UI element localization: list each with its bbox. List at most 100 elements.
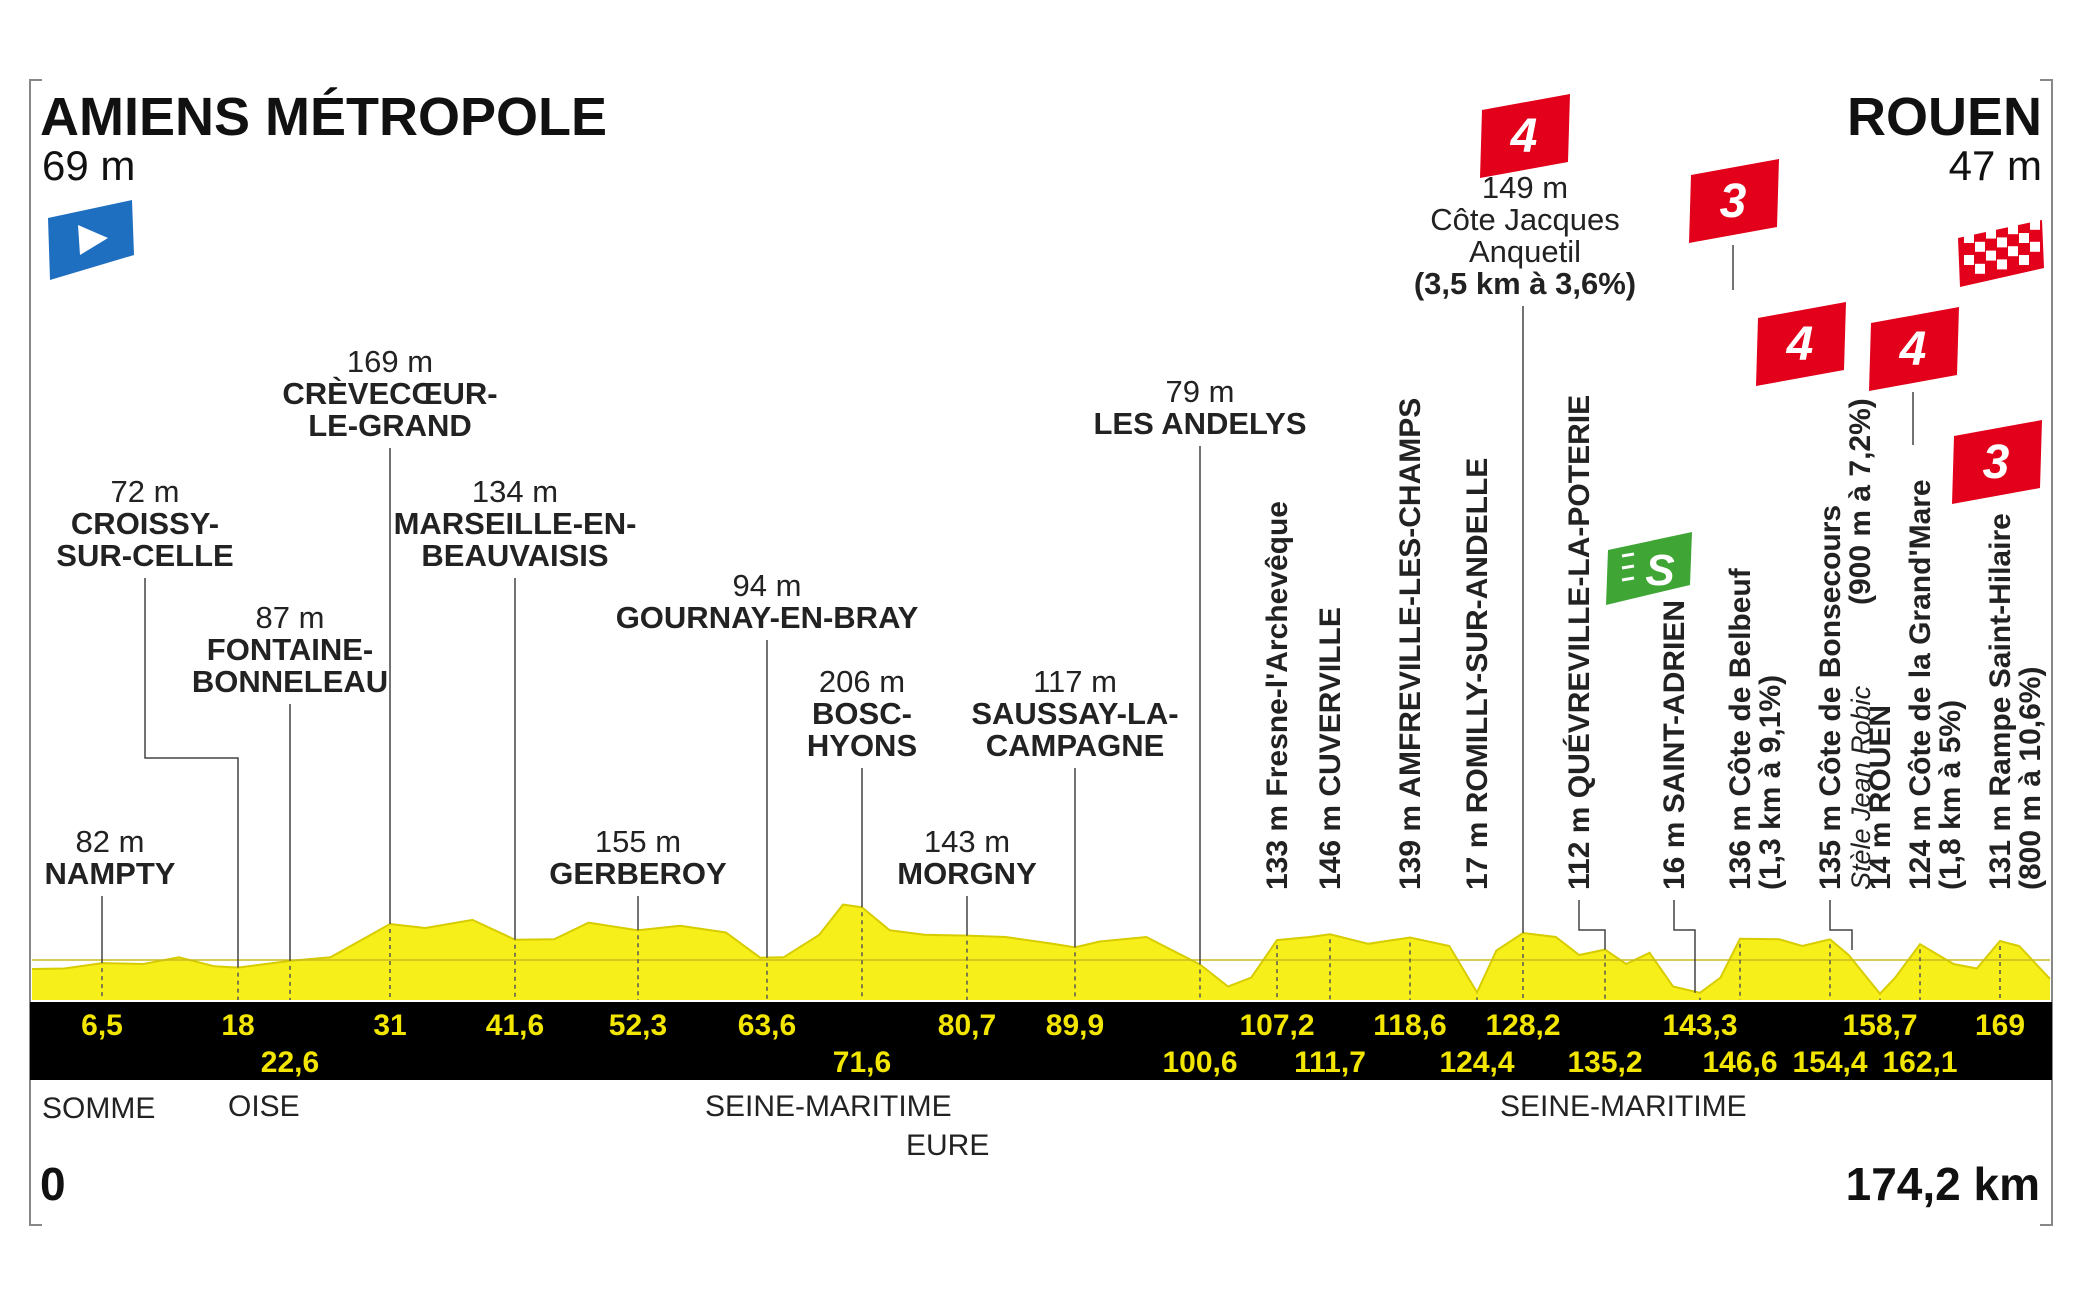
- svg-text:3: 3: [1983, 436, 2010, 489]
- vertical-label: 14 m ROUEN: [1864, 705, 1897, 890]
- point-name: SUR-CELLE: [56, 538, 233, 573]
- point-name: MORGNY: [897, 856, 1037, 891]
- department-somme: SOMME: [42, 1092, 155, 1125]
- km-marker: 154,4: [1792, 1046, 1867, 1079]
- point-name: LE-GRAND: [308, 408, 472, 443]
- vertical-point: 146 m CUVERVILLE: [1314, 607, 1347, 890]
- climb-flag-icon: 4: [1869, 307, 1959, 391]
- svg-text:4: 4: [1510, 110, 1538, 163]
- vertical-point: 14 m ROUEN: [1864, 705, 1897, 890]
- point-name: NAMPTY: [45, 856, 176, 891]
- vertical-label: 136 m Côte de Belbeuf: [1724, 567, 1757, 890]
- km-marker: 71,6: [833, 1046, 891, 1079]
- vertical-label: 133 m Fresne-l'Archevêque: [1261, 501, 1294, 890]
- climb-flag-icon: 3: [1952, 420, 2042, 504]
- point-name: HYONS: [807, 728, 917, 763]
- km-marker: 100,6: [1162, 1046, 1237, 1079]
- leader-line: [1829, 900, 1853, 950]
- km-marker: 143,3: [1662, 1009, 1737, 1042]
- vertical-label: 17 m ROMILLY-SUR-ANDELLE: [1461, 458, 1494, 890]
- km-marker: 41,6: [486, 1009, 544, 1042]
- km-marker: 169: [1975, 1009, 2025, 1042]
- vertical-point: 112 m QUÉVREVILLE-LA-POTERIE: [1562, 395, 1596, 890]
- point-name: CRÈVECŒUR-: [282, 376, 497, 411]
- point-altitude: 149 m: [1482, 170, 1568, 205]
- leader-line: [1578, 900, 1606, 950]
- km-marker: 52,3: [609, 1009, 667, 1042]
- point-name: Côte Jacques: [1430, 202, 1620, 237]
- vertical-label: 135 m Côte de Bonsecours: [1814, 505, 1847, 890]
- vertical-labels: 133 m Fresne-l'Archevêque 146 m CUVERVILL…: [1261, 395, 2047, 890]
- vertical-label: 131 m Rampe Saint-Hilaire: [1984, 513, 2017, 890]
- vertical-point: 136 m Côte de Belbeuf(1,3 km à 9,1%): [1724, 567, 1787, 890]
- elevation-profile: [32, 904, 2050, 1000]
- climb-flags: 4 3 4 4 3 S: [1480, 94, 2042, 605]
- start-altitude: 69 m: [42, 142, 135, 189]
- km-marker: 31: [373, 1009, 406, 1042]
- point-altitude: 169 m: [347, 344, 433, 379]
- vertical-point: 135 m Côte de Bonsecours Stèle Jean Robic…: [1814, 398, 1877, 890]
- department-oise: OISE: [228, 1090, 300, 1123]
- km-marker: 146,6: [1702, 1046, 1777, 1079]
- km-marker: 18: [221, 1009, 254, 1042]
- km-marker: 135,2: [1567, 1046, 1642, 1079]
- leader-line: [1673, 900, 1696, 993]
- km-marker: 111,7: [1294, 1046, 1366, 1079]
- climb-flag-icon: 3: [1689, 159, 1779, 243]
- point-name: Anquetil: [1469, 234, 1581, 269]
- vertical-point: 131 m Rampe Saint-Hilaire(800 m à 10,6%): [1984, 513, 2047, 890]
- vertical-point: 124 m Côte de la Grand'Mare(1,8 km à 5%): [1904, 479, 1967, 890]
- km-marker: 162,1: [1882, 1046, 1957, 1079]
- climb-detail: (3,5 km à 3,6%): [1414, 266, 1636, 301]
- km-marker: 124,4: [1439, 1046, 1514, 1079]
- label-leaders: [101, 245, 2001, 1000]
- start-flag-icon: [48, 200, 134, 280]
- km-marker: 107,2: [1239, 1009, 1314, 1042]
- vertical-point: 139 m AMFREVILLE-LES-CHAMPS: [1394, 398, 1427, 890]
- start-title: AMIENS MÉTROPOLE: [40, 87, 607, 147]
- vertical-point: 16 m SAINT-ADRIEN: [1658, 600, 1691, 890]
- point-name: MARSEILLE-EN-: [394, 506, 637, 541]
- point-name: LES ANDELYS: [1093, 406, 1306, 441]
- department-seine-maritime-2: SEINE-MARITIME: [1500, 1090, 1747, 1123]
- svg-text:4: 4: [1899, 323, 1927, 376]
- km-marker: 158,7: [1842, 1009, 1917, 1042]
- vertical-label: 139 m AMFREVILLE-LES-CHAMPS: [1394, 398, 1427, 890]
- point-name: CROISSY-: [71, 506, 219, 541]
- department-eure: EURE: [906, 1129, 989, 1162]
- km-marker: 118,6: [1373, 1009, 1446, 1042]
- climb-flag-icon: 4: [1756, 302, 1846, 386]
- finish-altitude: 47 m: [1949, 142, 2042, 189]
- climb-detail: (900 m à 7,2%): [1844, 398, 1877, 605]
- point-altitude: 72 m: [111, 474, 180, 509]
- km-marker: 22,6: [261, 1046, 319, 1079]
- km-marker: 89,9: [1046, 1009, 1104, 1042]
- vertical-point: 17 m ROMILLY-SUR-ANDELLE: [1461, 458, 1494, 890]
- km-marker: 80,7: [938, 1009, 996, 1042]
- climb-detail: (1,8 km à 5%): [1934, 700, 1967, 890]
- frame-corners: [29, 79, 2053, 1226]
- department-seine-maritime-1: SEINE-MARITIME: [705, 1090, 952, 1123]
- point-name: FONTAINE-: [207, 632, 373, 667]
- distance-band: [30, 1002, 2052, 1080]
- point-altitude: 134 m: [472, 474, 558, 509]
- climb-flag-icon: 4: [1480, 94, 1570, 178]
- point-altitude: 82 m: [76, 824, 145, 859]
- vertical-label: 112 m QUÉVREVILLE-LA-POTERIE: [1562, 395, 1596, 890]
- svg-text:4: 4: [1786, 318, 1814, 371]
- point-altitude: 94 m: [733, 568, 802, 603]
- start-km: 0: [40, 1158, 66, 1210]
- point-altitude: 143 m: [924, 824, 1010, 859]
- svg-text:S: S: [1645, 546, 1674, 595]
- km-marker: 63,6: [738, 1009, 796, 1042]
- point-altitude: 117 m: [1033, 664, 1117, 699]
- point-name: BONNELEAU: [192, 664, 388, 699]
- point-name: GOURNAY-EN-BRAY: [616, 600, 919, 635]
- km-marker: 128,2: [1485, 1009, 1560, 1042]
- svg-text:3: 3: [1720, 175, 1747, 228]
- climb-detail: (1,3 km à 9,1%): [1754, 675, 1787, 890]
- total-distance: 174,2 km: [1846, 1158, 2040, 1210]
- point-altitude: 155 m: [595, 824, 681, 859]
